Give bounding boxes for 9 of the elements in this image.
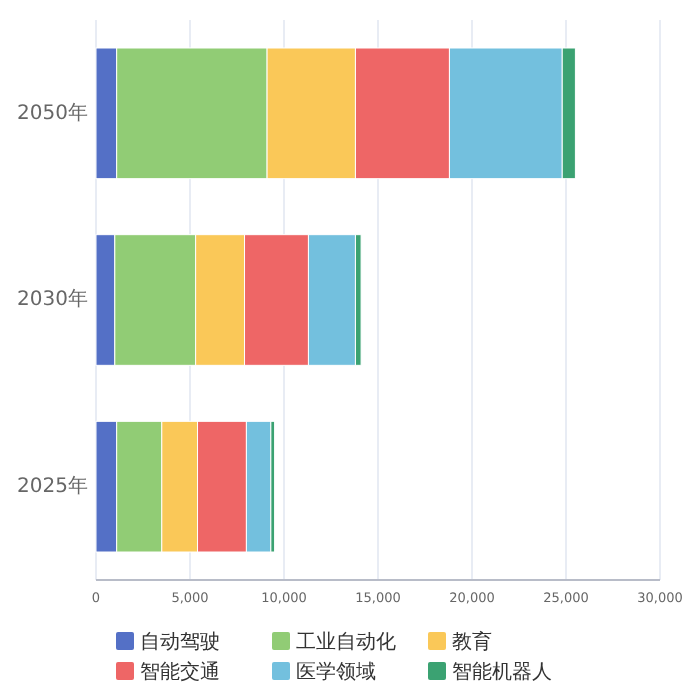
legend-label: 智能机器人 — [452, 660, 552, 684]
y-tick-label: 2030年 — [17, 287, 88, 312]
legend-label: 智能交通 — [140, 660, 220, 684]
legend-label: 教育 — [452, 630, 492, 654]
y-tick-label: 2025年 — [17, 474, 88, 499]
legend-label: 工业自动化 — [296, 630, 396, 654]
y-tick-label: 2050年 — [17, 100, 88, 125]
legend-label: 自动驾驶 — [140, 630, 220, 654]
legend-label: 医学领域 — [296, 660, 376, 684]
